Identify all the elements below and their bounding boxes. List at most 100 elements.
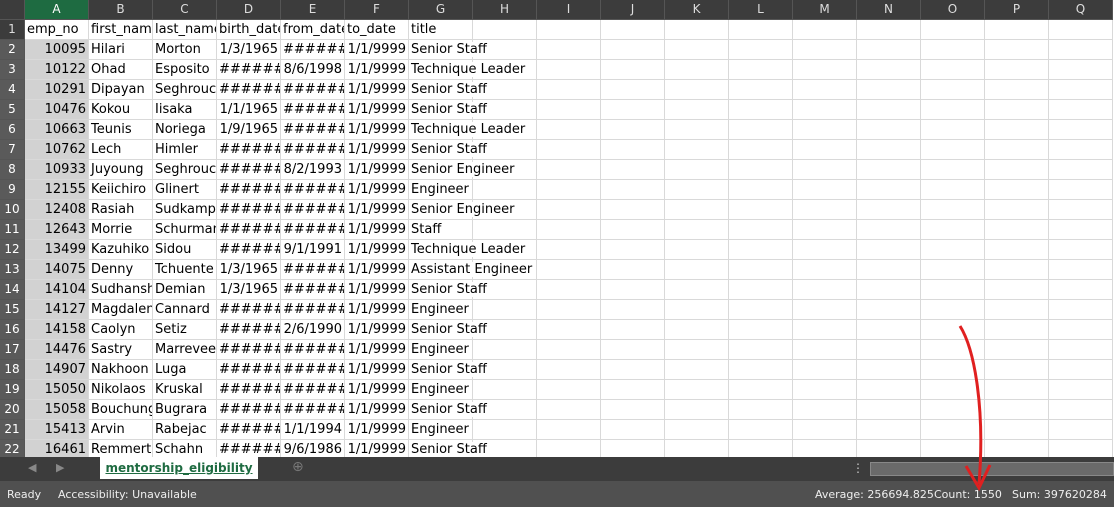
cell[interactable] (729, 420, 793, 440)
cell[interactable] (601, 220, 665, 240)
cell[interactable] (729, 380, 793, 400)
cell[interactable] (729, 60, 793, 80)
cell[interactable]: 16461 (25, 440, 89, 457)
cell[interactable]: ######## (217, 320, 281, 340)
cell[interactable] (665, 80, 729, 100)
cell[interactable] (473, 380, 537, 400)
row-header[interactable]: 5 (0, 100, 25, 120)
cell[interactable]: Assistant Engineer (409, 260, 535, 280)
cell[interactable]: ######## (217, 60, 281, 80)
cell[interactable]: Luga (153, 360, 217, 380)
column-header[interactable]: A (25, 0, 89, 20)
cell[interactable] (857, 200, 921, 220)
cell[interactable] (665, 200, 729, 220)
cell[interactable] (985, 220, 1049, 240)
cell[interactable]: 10476 (25, 100, 89, 120)
cell[interactable]: ######## (217, 180, 281, 200)
cell[interactable] (793, 120, 857, 140)
cell[interactable]: 1/1/9999 (345, 320, 409, 340)
cell[interactable] (921, 200, 985, 220)
cell[interactable] (729, 260, 793, 280)
column-header[interactable]: N (857, 0, 921, 20)
cell[interactable] (793, 80, 857, 100)
cell[interactable] (665, 100, 729, 120)
cell[interactable]: ######## (217, 160, 281, 180)
cell[interactable] (793, 200, 857, 220)
cell[interactable] (601, 100, 665, 120)
cell[interactable] (665, 120, 729, 140)
cell[interactable] (537, 260, 601, 280)
cell[interactable] (793, 320, 857, 340)
cell[interactable] (857, 360, 921, 380)
cell[interactable] (921, 340, 985, 360)
cell[interactable] (921, 300, 985, 320)
cell[interactable] (729, 400, 793, 420)
cell[interactable]: Engineer (409, 340, 473, 360)
cell[interactable]: Engineer (409, 180, 473, 200)
row-header[interactable]: 14 (0, 280, 25, 300)
cell[interactable] (1049, 120, 1113, 140)
cell[interactable] (793, 220, 857, 240)
cell[interactable] (601, 120, 665, 140)
cell[interactable] (665, 40, 729, 60)
row-header[interactable]: 22 (0, 440, 25, 457)
row-header[interactable]: 4 (0, 80, 25, 100)
cell[interactable]: Technique Leader (409, 240, 528, 260)
cell[interactable] (537, 120, 601, 140)
cell[interactable] (601, 320, 665, 340)
cell[interactable] (921, 400, 985, 420)
cell[interactable]: 1/1/9999 (345, 80, 409, 100)
cell[interactable] (537, 320, 601, 340)
cell[interactable] (793, 380, 857, 400)
cell[interactable]: first_nam (89, 20, 153, 40)
select-all-corner[interactable] (0, 0, 25, 20)
cell[interactable]: Morrie (89, 220, 153, 240)
cell[interactable] (985, 420, 1049, 440)
cell[interactable] (921, 180, 985, 200)
cell[interactable] (1049, 20, 1113, 40)
cell[interactable] (601, 60, 665, 80)
cell[interactable] (921, 220, 985, 240)
cell[interactable] (857, 240, 921, 260)
cell[interactable] (921, 360, 985, 380)
cell[interactable]: Cannard (153, 300, 217, 320)
row-header[interactable]: 7 (0, 140, 25, 160)
cell[interactable] (729, 340, 793, 360)
cell[interactable]: 1/1/9999 (345, 180, 409, 200)
cell[interactable]: ######## (217, 340, 281, 360)
cell[interactable] (857, 260, 921, 280)
cell[interactable]: ######## (281, 260, 345, 280)
cell[interactable] (601, 80, 665, 100)
cell[interactable]: Morton (153, 40, 217, 60)
cell[interactable]: Kazuhiko (89, 240, 153, 260)
cell[interactable] (921, 280, 985, 300)
column-header[interactable]: I (537, 0, 601, 20)
cell[interactable]: 8/6/1998 (281, 60, 345, 80)
column-header[interactable]: K (665, 0, 729, 20)
cell[interactable] (601, 300, 665, 320)
cell[interactable] (1049, 60, 1113, 80)
cell[interactable] (985, 120, 1049, 140)
cell[interactable] (1049, 420, 1113, 440)
cell[interactable]: 10663 (25, 120, 89, 140)
cell[interactable] (665, 440, 729, 457)
cell[interactable]: ######## (217, 240, 281, 260)
cell[interactable]: 1/1/9999 (345, 240, 409, 260)
cell[interactable] (729, 300, 793, 320)
cell[interactable]: Seghrouch (153, 80, 217, 100)
cell[interactable]: Rabejac (153, 420, 217, 440)
cell[interactable] (729, 180, 793, 200)
cell[interactable] (857, 20, 921, 40)
cell[interactable] (857, 220, 921, 240)
cell[interactable]: 1/1/9999 (345, 160, 409, 180)
column-header[interactable]: G (409, 0, 473, 20)
cell[interactable] (793, 440, 857, 457)
cell[interactable]: Engineer (409, 300, 473, 320)
cell[interactable]: ######## (281, 340, 345, 360)
row-header[interactable]: 19 (0, 380, 25, 400)
cell[interactable]: Staff (409, 220, 473, 240)
cell[interactable] (985, 300, 1049, 320)
cell[interactable]: 1/1/9999 (345, 120, 409, 140)
cell[interactable]: ######## (217, 140, 281, 160)
cell[interactable]: ######## (217, 200, 281, 220)
